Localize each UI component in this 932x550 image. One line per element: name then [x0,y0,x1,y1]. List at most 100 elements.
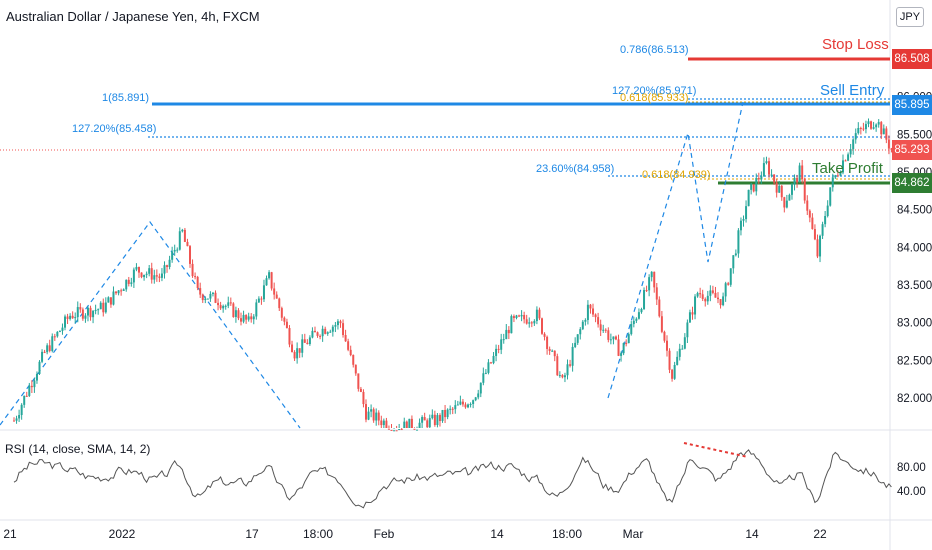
candle-body [773,174,776,183]
candle-body [523,314,526,320]
candle-body [714,292,717,298]
candle-body [515,315,518,319]
candle-body [84,315,87,319]
candle-body [357,373,360,389]
candle-body [806,200,809,211]
candle-body [86,307,89,316]
sell-entry-label: Sell Entry [820,82,885,99]
candle-body [467,404,470,408]
stop-loss-price-tag: 86.508 [892,49,932,69]
candle-body [342,323,345,336]
candle-body [28,385,31,396]
candle-body [882,128,885,135]
candle-body [334,325,337,327]
candle-body [275,294,278,299]
x-tick-label: 21 [3,527,17,541]
ret-0618-lower-label: 0.618(84.939) [642,169,711,181]
candle-body [609,339,612,341]
candle-body [841,160,844,173]
candle-body [137,266,140,273]
candle-body [145,273,148,275]
candle-body [191,263,194,277]
candle-body [71,315,74,319]
candle-body [783,197,786,208]
candle-body [189,246,191,264]
candle-body [431,414,434,419]
candle-body [262,285,265,300]
candle-body [607,330,610,340]
candle-body [135,266,138,270]
candle-body [632,320,635,325]
candle-body [706,295,709,302]
candle-body [206,298,209,300]
candle-body [214,292,217,303]
candle-body [826,205,829,217]
candle-body [390,429,393,431]
candle-body [150,268,153,280]
candle-body [25,395,28,397]
candle-body [329,331,332,333]
candle-body [359,388,362,392]
candle-body [94,309,97,311]
candle-body [765,161,768,164]
candle-body [38,361,41,374]
candle-body [385,420,388,428]
candle-body [558,375,561,377]
candle-body [410,418,413,428]
candle-body [650,271,653,278]
candle-body [247,316,250,320]
candle-body [742,219,745,221]
candle-body [477,393,480,398]
candle-body [617,339,620,356]
candle-body [143,274,146,278]
candle-body [581,321,584,330]
y-tick-label: 85.500 [897,129,932,141]
candle-body [576,334,579,343]
candle-body [270,272,273,289]
candle-body [507,329,510,334]
candle-body [158,276,161,278]
candle-body [622,343,625,354]
candle-body [520,314,523,317]
candle-body [380,420,383,426]
candle-body [474,397,477,401]
candle-body [255,302,258,317]
candle-body [602,329,605,331]
candle-body [798,165,801,183]
candle-body [694,296,697,315]
candle-body [278,298,281,309]
rsi-tick-label: 80.00 [897,462,926,474]
candle-body [400,429,403,431]
candle-body [395,430,398,432]
candle-body [155,275,158,277]
candle-body [803,179,806,201]
candle-body [173,249,176,252]
candle-body [729,268,732,285]
candle-body [132,269,135,283]
candle-body [160,273,163,278]
candle-body [663,331,666,341]
candle-body [546,336,549,349]
candle-body [541,318,543,334]
candle-body [298,348,301,353]
candle-body [426,420,429,428]
candle-body [683,337,686,349]
candle-body [433,414,436,426]
candle-body [586,304,589,321]
candle-body [148,268,151,274]
candle-body [676,356,679,365]
candle-body [653,271,656,288]
candle-body [240,318,243,322]
candle-body [688,312,691,323]
candle-body [510,316,513,334]
candle-body [321,328,324,337]
candle-body [737,230,740,254]
currency-button[interactable]: JPY [896,7,924,27]
candle-body [750,184,753,190]
candle-body [53,336,56,338]
candle-body [104,302,107,313]
candle-body [579,329,582,335]
candle-body [829,187,832,206]
candle-body [655,287,658,300]
